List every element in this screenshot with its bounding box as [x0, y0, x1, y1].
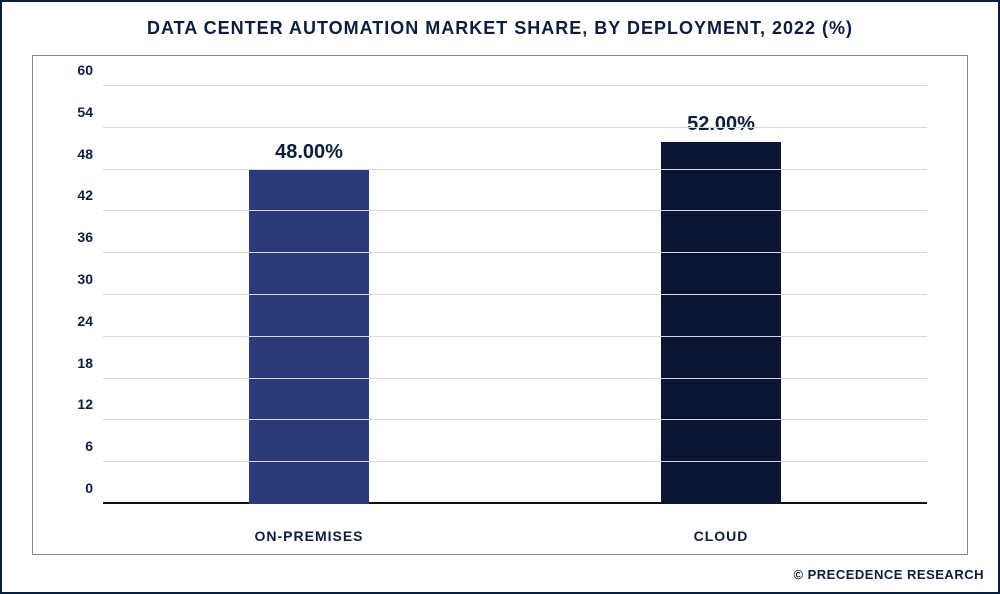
bars-group: 48.00%ON-PREMISES52.00%CLOUD: [103, 86, 927, 504]
x-tick-label: ON-PREMISES: [254, 528, 363, 544]
y-tick-label: 6: [85, 438, 103, 454]
grid-line: [103, 85, 927, 86]
y-tick-label: 12: [77, 396, 103, 412]
y-tick-label: 54: [77, 104, 103, 120]
grid-line: [103, 461, 927, 462]
chart-container: DATA CENTER AUTOMATION MARKET SHARE, BY …: [0, 0, 1000, 594]
y-tick-label: 36: [77, 229, 103, 245]
bar: 52.00%: [661, 142, 781, 504]
y-tick-label: 0: [85, 480, 103, 496]
plot-frame: 48.00%ON-PREMISES52.00%CLOUD 06121824303…: [32, 55, 968, 555]
grid-line: [103, 210, 927, 211]
plot-area: 48.00%ON-PREMISES52.00%CLOUD 06121824303…: [103, 86, 927, 504]
x-tick-label: CLOUD: [694, 528, 749, 544]
grid-line: [103, 336, 927, 337]
grid-line: [103, 378, 927, 379]
grid-line: [103, 252, 927, 253]
chart-title: DATA CENTER AUTOMATION MARKET SHARE, BY …: [2, 2, 998, 49]
footer-credit: © PRECEDENCE RESEARCH: [2, 561, 998, 592]
y-tick-label: 30: [77, 271, 103, 287]
grid-line: [103, 419, 927, 420]
grid-line: [103, 294, 927, 295]
bar-slot: 52.00%CLOUD: [556, 86, 886, 504]
y-tick-label: 18: [77, 355, 103, 371]
bar-slot: 48.00%ON-PREMISES: [144, 86, 474, 504]
grid-line: [103, 169, 927, 170]
y-tick-label: 24: [77, 313, 103, 329]
bar-value-label: 48.00%: [275, 141, 343, 164]
grid-line: [103, 127, 927, 128]
y-tick-label: 42: [77, 187, 103, 203]
y-tick-label: 48: [77, 146, 103, 162]
y-tick-label: 60: [77, 62, 103, 78]
bar-value-label: 52.00%: [687, 113, 755, 136]
